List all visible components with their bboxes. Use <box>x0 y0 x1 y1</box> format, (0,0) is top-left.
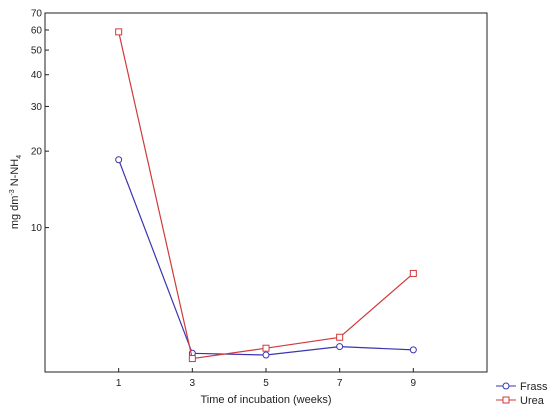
legend-frass-marker <box>502 382 510 390</box>
series-line-urea <box>118 31 414 360</box>
plot-frame <box>44 12 488 373</box>
y-tick-label: 20 <box>31 147 43 158</box>
x-tick-label: 1 <box>116 378 122 389</box>
data-point-frass <box>409 346 417 354</box>
x-tick-label: 9 <box>411 378 417 389</box>
data-point-urea <box>336 333 344 341</box>
y-axis: 70 60 50 40 30 20 10 <box>31 9 49 234</box>
y-tick-label: 60 <box>31 26 43 37</box>
data-point-frass <box>115 156 123 164</box>
x-axis-title: Time of incubation (weeks) <box>200 394 331 406</box>
y-tick-label: 30 <box>31 102 43 113</box>
x-tick-label: 7 <box>337 378 343 389</box>
series-layer <box>115 28 417 363</box>
x-axis: 1 3 5 7 9 <box>116 368 417 389</box>
legend-urea-marker <box>502 396 510 404</box>
legend-frass-label: Frass <box>520 381 548 393</box>
y-tick-label: 40 <box>31 70 43 81</box>
y-tick-label: 70 <box>31 9 43 20</box>
y-axis-title: mg dm-3 N-NH4 <box>9 155 23 229</box>
data-point-urea <box>115 28 123 36</box>
data-point-urea <box>262 344 270 352</box>
x-tick-label: 5 <box>263 378 269 389</box>
data-point-urea <box>409 269 417 277</box>
y-tick-label: 50 <box>31 46 43 57</box>
legend: Frass Urea <box>496 381 548 407</box>
data-point-frass <box>262 351 270 359</box>
y-tick-label: 10 <box>31 223 43 234</box>
x-tick-label: 3 <box>190 378 196 389</box>
data-point-urea <box>188 355 196 363</box>
legend-urea-label: Urea <box>520 395 545 407</box>
data-point-frass <box>336 343 344 351</box>
series-line-frass <box>118 159 414 356</box>
